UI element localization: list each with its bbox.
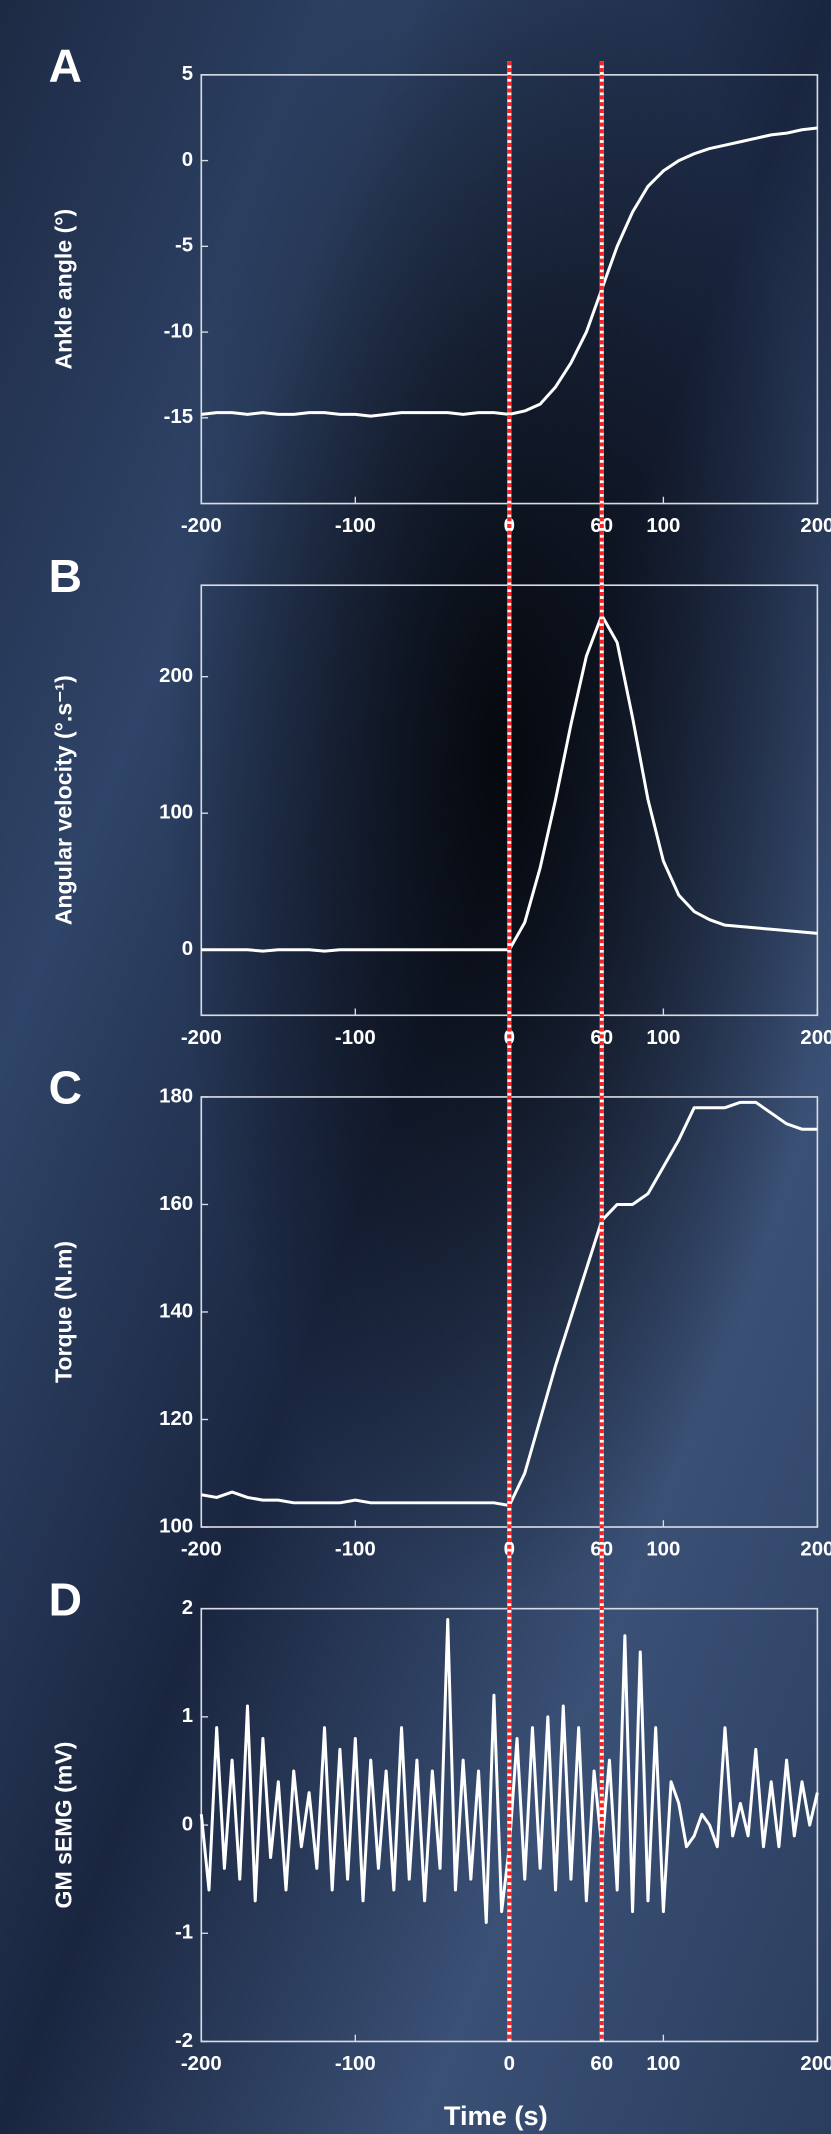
x-tick-label: -200 [181,1027,222,1049]
x-tick-label: 200 [800,515,831,537]
y-tick-label: -1 [175,1922,193,1944]
x-tick-label: 200 [800,1539,831,1561]
x-tick-label: 200 [800,1027,831,1049]
y-tick-label: 160 [159,1193,193,1215]
y-tick-label: -5 [175,235,193,257]
y-axis-label: Angular velocity (°.s⁻¹) [50,675,76,925]
x-tick-label: -200 [181,515,222,537]
y-tick-label: 5 [182,63,193,85]
x-tick-label: 100 [646,1027,680,1049]
y-tick-label: 0 [182,1813,193,1835]
y-axis-label: GM sEMG (mV) [50,1742,76,1909]
panel-letter: A [49,40,82,92]
panel-letter: B [49,550,82,602]
x-tick-label: 100 [646,1539,680,1561]
y-tick-label: -15 [164,406,193,428]
x-tick-label: -100 [335,515,376,537]
y-tick-label: -10 [164,320,193,342]
y-tick-label: 180 [159,1085,193,1107]
y-tick-label: 1 [182,1705,193,1727]
x-tick-label: -200 [181,2053,222,2075]
panel-letter: C [49,1062,82,1114]
y-tick-label: 200 [159,665,193,687]
y-axis-label: Ankle angle (°) [50,209,76,370]
x-tick-label: 100 [646,515,680,537]
x-tick-label: -100 [335,2053,376,2075]
x-axis-label: Time (s) [444,2100,548,2131]
x-tick-label: -100 [335,1027,376,1049]
x-tick-label: -100 [335,1539,376,1561]
y-tick-label: 100 [159,1515,193,1537]
x-tick-label: 100 [646,2053,680,2075]
y-tick-label: -2 [175,2030,193,2052]
x-tick-label: 200 [800,2053,831,2075]
y-tick-label: 100 [159,802,193,824]
x-tick-label: -200 [181,1539,222,1561]
y-tick-label: 0 [182,938,193,960]
x-tick-label: 60 [590,2053,613,2075]
y-tick-label: 0 [182,149,193,171]
y-axis-label: Torque (N.m) [50,1241,76,1383]
y-tick-label: 2 [182,1597,193,1619]
y-tick-label: 140 [159,1300,193,1322]
panel-letter: D [49,1573,82,1625]
x-tick-label: 0 [504,2053,515,2075]
y-tick-label: 120 [159,1408,193,1430]
